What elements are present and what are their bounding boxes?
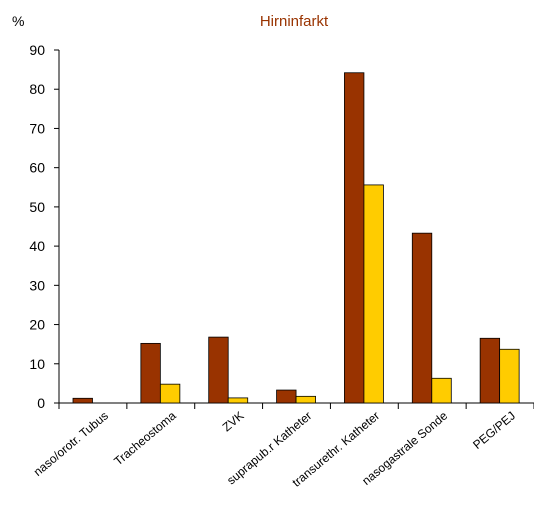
y-tick-label: 30 bbox=[29, 277, 45, 293]
y-tick-label: 10 bbox=[29, 356, 45, 372]
x-tick-label: naso/orotr. Tubus bbox=[31, 409, 111, 479]
bar-series1-1 bbox=[140, 342, 161, 404]
x-tick-label: Tracheostoma bbox=[111, 408, 179, 468]
bar-series2-1 bbox=[159, 383, 181, 404]
bar-series1-4 bbox=[344, 72, 365, 404]
y-tick-label: 20 bbox=[29, 317, 45, 333]
bar-series2-3 bbox=[295, 395, 316, 404]
bar-series2-4 bbox=[363, 184, 384, 404]
bar-series2-6 bbox=[499, 348, 520, 404]
plot-area: 0 10 20 30 40 50 60 70 80 90 naso/orotr. Tubus Trac… bbox=[29, 42, 534, 490]
y-tick-label: 70 bbox=[29, 120, 45, 136]
y-tick-label: 60 bbox=[29, 160, 45, 176]
bar-series1-5 bbox=[411, 232, 433, 404]
x-tick-label: ZVK bbox=[220, 409, 247, 435]
y-axis-unit-label: % bbox=[12, 13, 24, 29]
bar-series2-2 bbox=[227, 397, 249, 404]
y-tick-label: 90 bbox=[29, 42, 45, 58]
y-tick-label: 50 bbox=[29, 199, 45, 215]
bar-series1-3 bbox=[276, 389, 297, 404]
y-tick-label: 0 bbox=[37, 395, 45, 411]
x-tick-label: PEG/PEJ bbox=[470, 409, 518, 452]
y-tick-label: 80 bbox=[29, 81, 45, 97]
bar-series1-0 bbox=[72, 397, 93, 404]
bar-series2-5 bbox=[431, 377, 452, 404]
bar-series1-6 bbox=[479, 337, 501, 404]
chart-title: Hirninfarkt bbox=[260, 13, 329, 30]
bar-series1-2 bbox=[208, 336, 229, 404]
y-tick-label: 40 bbox=[29, 238, 45, 254]
